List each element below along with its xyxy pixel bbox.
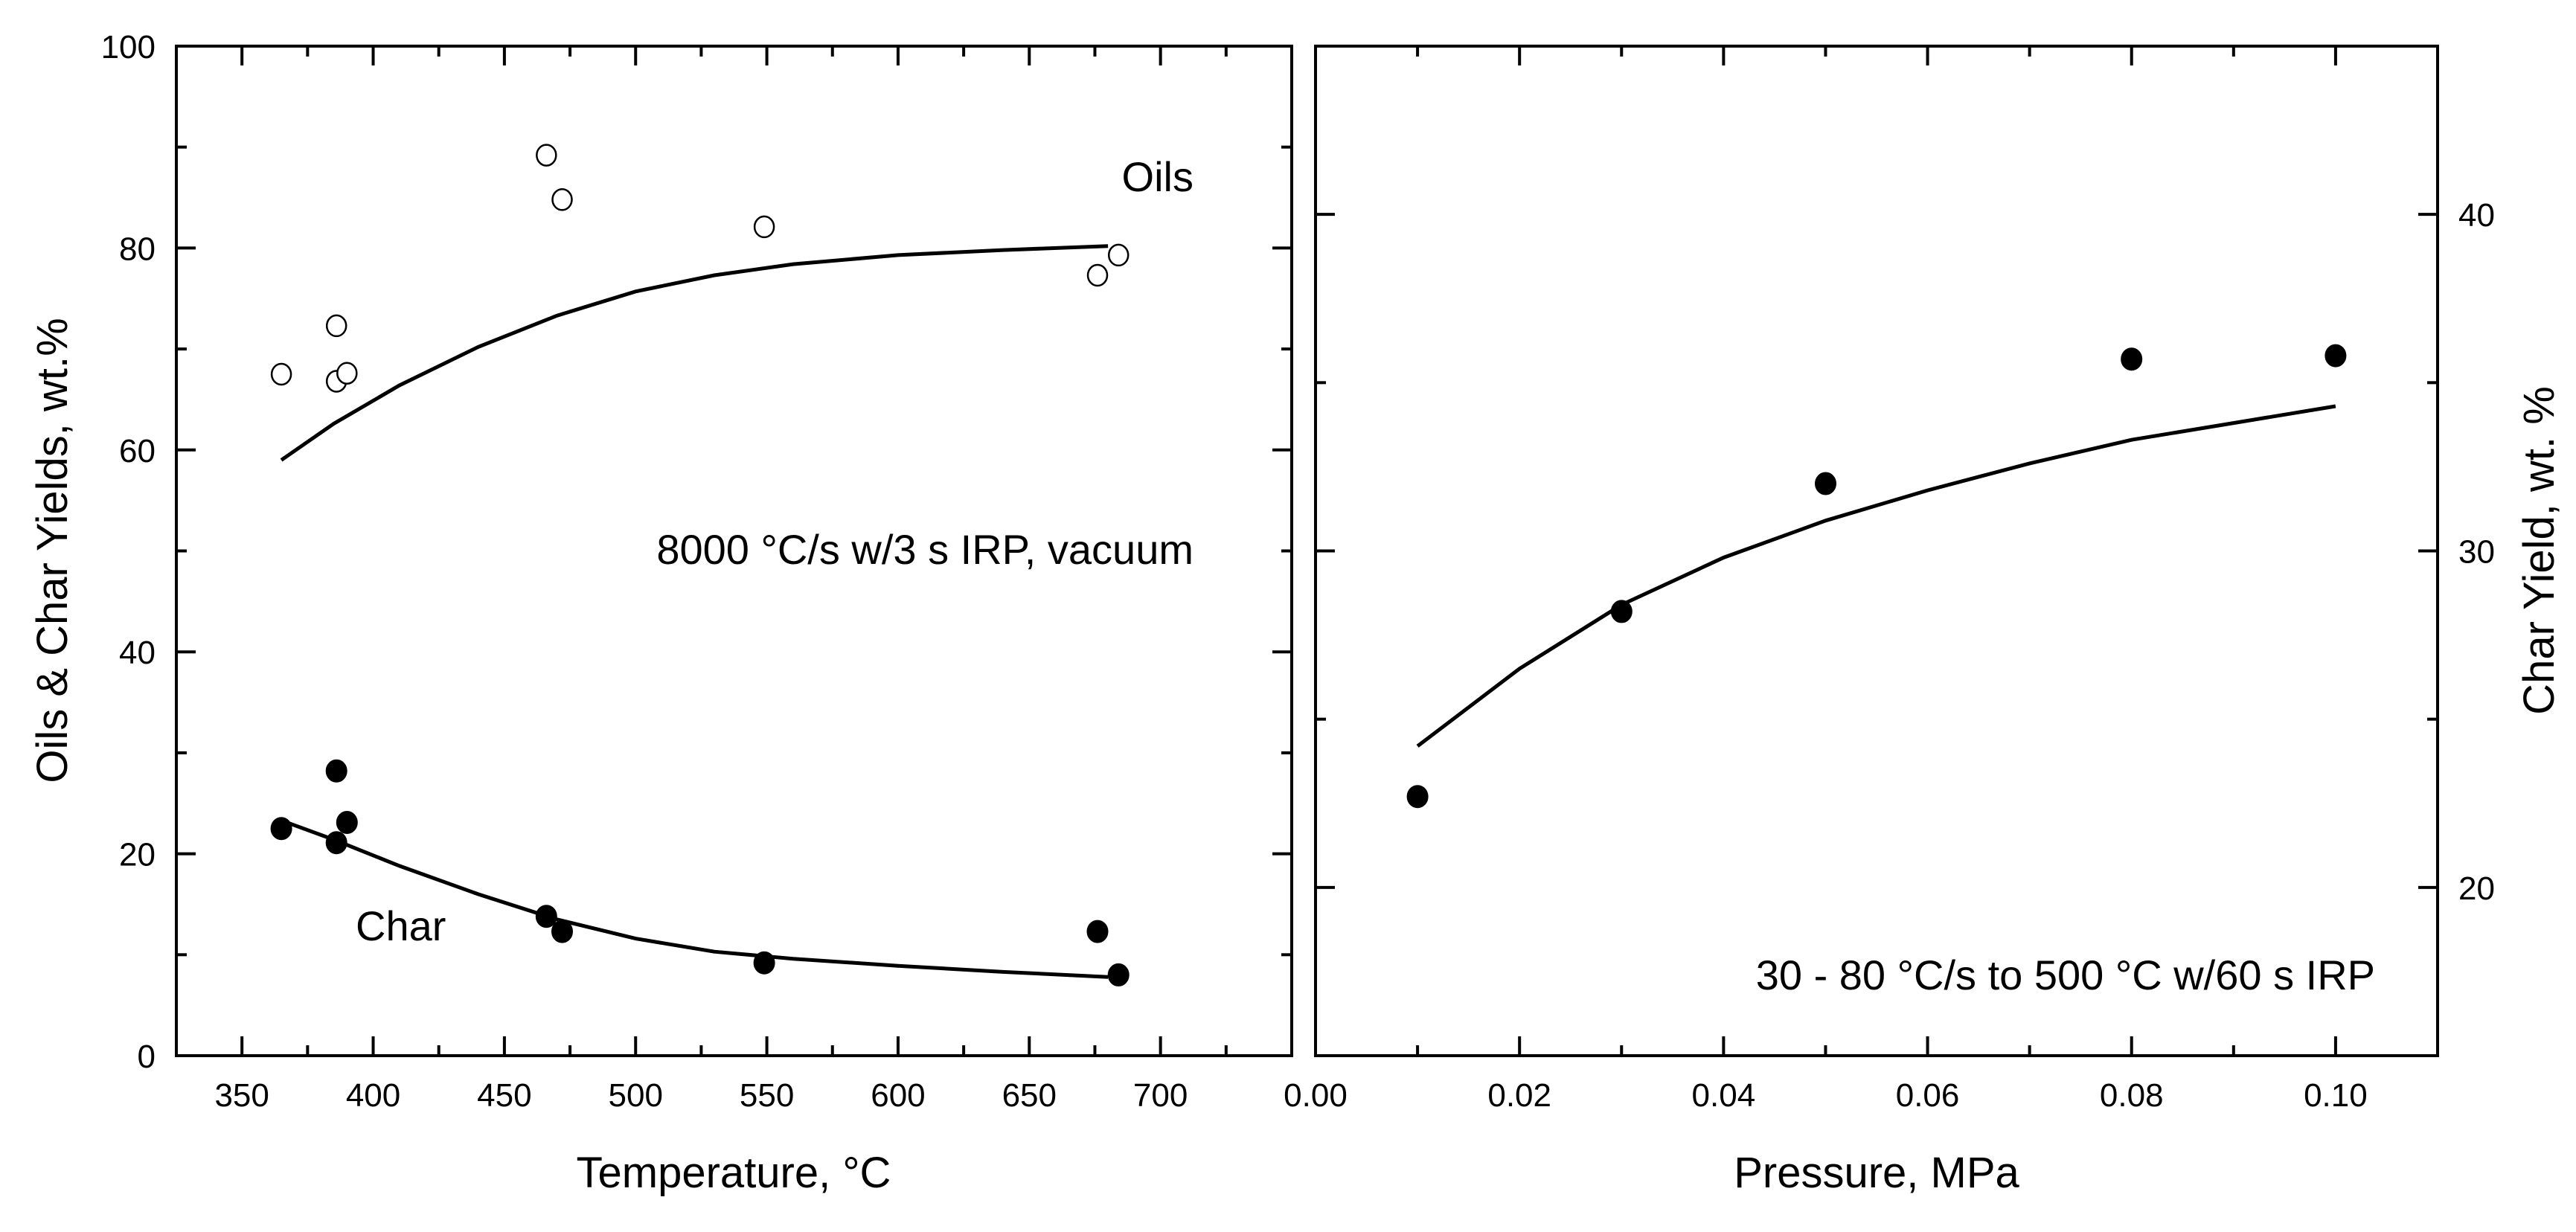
left-y-tick-label: 80 [119, 231, 156, 267]
char-series-label: Char [356, 902, 446, 949]
right-y-tick-label: 40 [2458, 197, 2495, 234]
left-oils-point [753, 215, 775, 239]
left-char-point [325, 831, 347, 855]
left-panel: 350 400 450 500 550 600 650 700 0 20 40 60 80 100 800… [28, 29, 1293, 1197]
right-x-tick-label: 0.06 [1896, 1077, 1960, 1114]
right-y-tick-label: 30 [2458, 534, 2495, 571]
right-tick-group [1314, 46, 2439, 1056]
right-tick-label-group: 0.00 0.02 0.04 0.06 0.08 0.10 20 30 40 [1284, 197, 2495, 1114]
left-char-point [753, 951, 775, 975]
left-oils-point [1086, 263, 1109, 287]
right-x-tick-label: 0.00 [1284, 1077, 1348, 1114]
left-data-points [270, 144, 1130, 986]
left-char-point [1086, 920, 1109, 943]
right-y-tick-label: 20 [2458, 870, 2495, 907]
right-x-tick-label: 0.10 [2304, 1077, 2368, 1114]
left-char-point [270, 817, 292, 841]
right-data-points [1406, 344, 2347, 809]
left-x-axis-label: Temperature, °C [577, 1149, 891, 1197]
left-oils-point [551, 188, 573, 211]
left-y-tick-label: 40 [119, 635, 156, 671]
left-y-tick-label: 100 [101, 29, 156, 65]
left-tick-label-group: 350 400 450 500 550 600 650 700 0 20 40 60 80 100 [101, 29, 1188, 1114]
left-char-point [535, 905, 557, 928]
left-condition-annotation: 8000 °C/s w/3 s IRP, vacuum [656, 526, 1194, 573]
left-x-tick-label: 600 [871, 1077, 925, 1114]
left-x-tick-label: 700 [1133, 1077, 1188, 1114]
left-char-point [551, 920, 573, 943]
left-x-tick-label: 500 [609, 1077, 663, 1114]
right-x-tick-label: 0.02 [1487, 1077, 1551, 1114]
left-oils-point [336, 362, 358, 385]
left-x-tick-label: 450 [477, 1077, 531, 1114]
left-x-tick-label: 650 [1002, 1077, 1057, 1114]
left-fit-lines [280, 244, 1109, 979]
right-char-point [2325, 344, 2347, 368]
left-x-tick-label: 550 [740, 1077, 794, 1114]
left-oils-point [325, 314, 347, 338]
right-char-point [2121, 347, 2143, 371]
left-y-tick-label: 20 [119, 837, 156, 873]
oils-series-label: Oils [1122, 153, 1194, 200]
left-char-point [325, 759, 347, 783]
right-fit-lines [1416, 404, 2336, 748]
left-x-tick-label: 350 [214, 1077, 269, 1114]
left-char-fit-line [281, 818, 1109, 979]
right-y-axis-label: Char Yield, wt. % [2515, 386, 2563, 715]
right-char-fit-line [1416, 404, 2336, 748]
right-char-point [1815, 472, 1836, 495]
right-x-tick-label: 0.04 [1692, 1077, 1756, 1114]
left-y-tick-label: 60 [119, 433, 156, 469]
right-condition-annotation: 30 - 80 °C/s to 500 °C w/60 s IRP [1756, 952, 2375, 998]
left-oils-point [270, 362, 292, 386]
left-oils-point [536, 144, 557, 167]
right-char-point [1610, 600, 1633, 623]
left-char-point [1107, 963, 1130, 986]
left-tick-group [175, 45, 1293, 1057]
right-panel: 0.00 0.02 0.04 0.06 0.08 0.10 20 30 40 30 - 80 °… [1284, 45, 2563, 1197]
right-plot-frame [1314, 45, 2439, 1057]
right-x-tick-label: 0.08 [2100, 1077, 2164, 1114]
left-y-axis-label: Oils & Char Yields, wt.% [28, 318, 77, 783]
left-y-tick-label: 0 [138, 1039, 156, 1075]
right-x-axis-label: Pressure, MPa [1734, 1149, 2019, 1197]
left-oils-fit-line [280, 244, 1109, 462]
left-x-tick-label: 400 [346, 1077, 400, 1114]
left-char-point [336, 811, 358, 834]
left-oils-point [1107, 243, 1130, 267]
right-char-point [1406, 785, 1429, 809]
